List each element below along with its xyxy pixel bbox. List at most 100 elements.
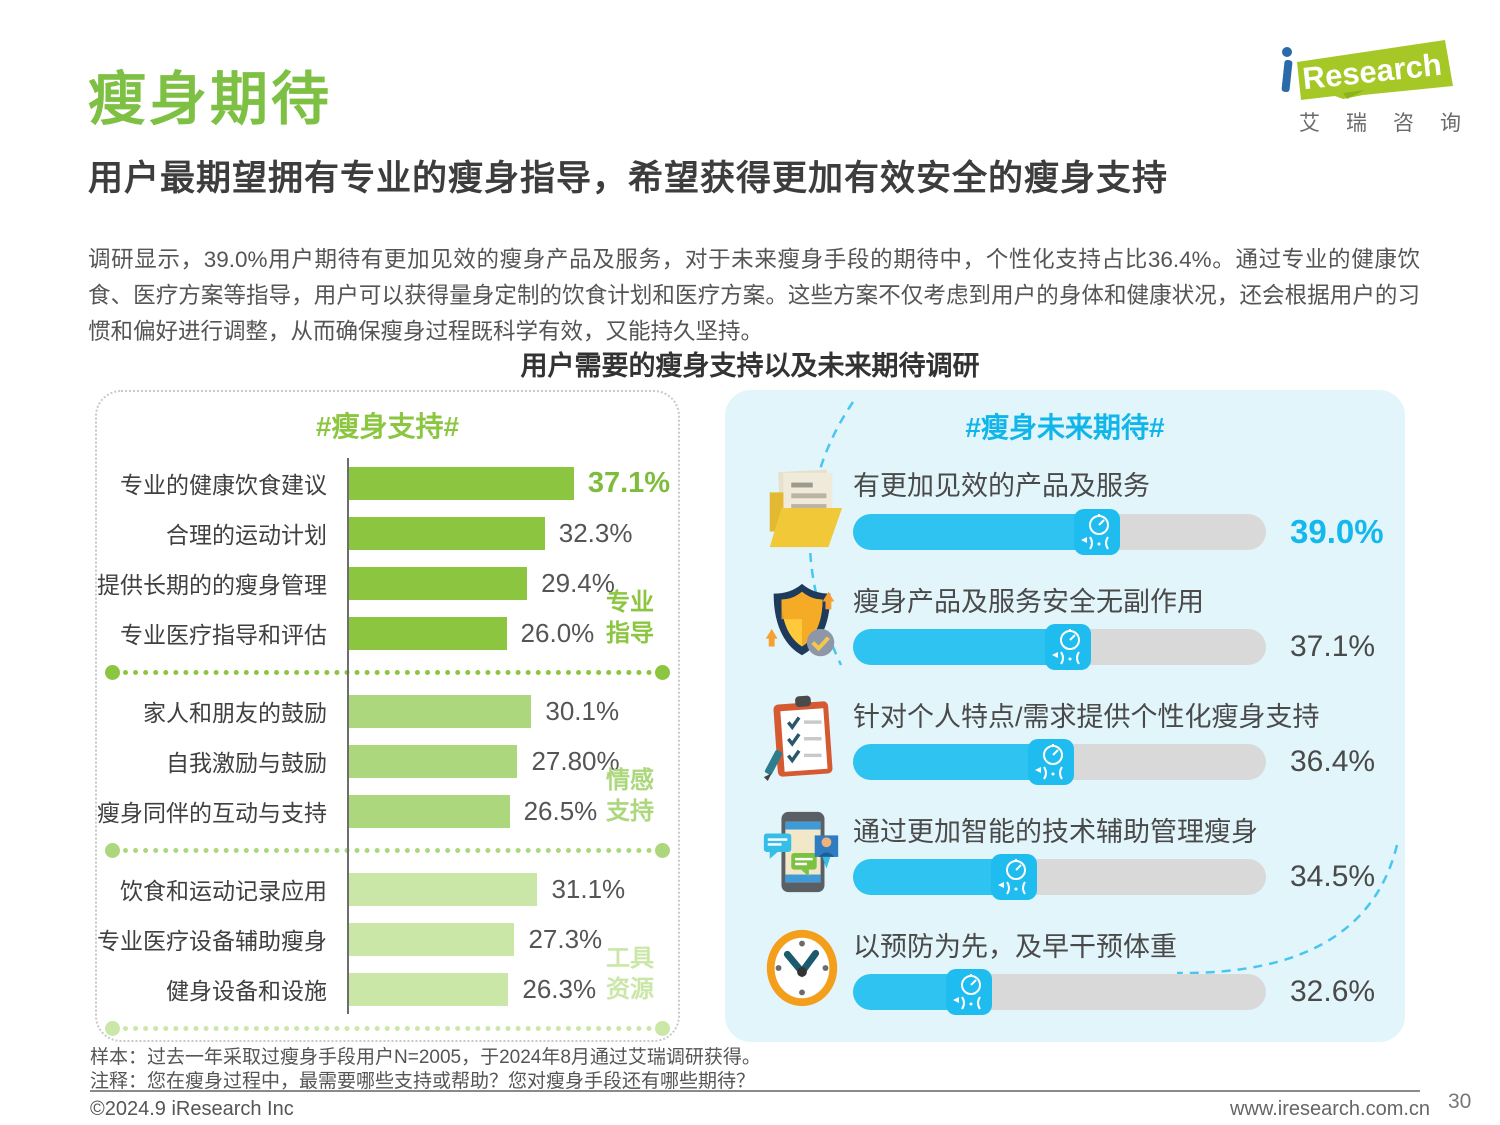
logo-i-dot	[1282, 47, 1292, 57]
bar-label: 合理的运动计划	[166, 522, 327, 548]
progress-track	[853, 509, 1266, 555]
expectation-label: 以预防为先，及早干预体重	[853, 932, 1177, 962]
chart-axis-line	[347, 458, 349, 1014]
page-subtitle: 用户最期望拥有专业的瘦身指导，希望获得更加有效安全的瘦身支持	[88, 159, 1169, 198]
logo-i-stem	[1281, 59, 1293, 93]
bar-label: 专业的健康饮食建议	[120, 472, 327, 498]
bar-value: 26.0%	[520, 617, 595, 648]
clock-icon	[751, 922, 853, 1014]
checklist-clipboard-icon	[751, 692, 853, 784]
expectation-item: 通过更加智能的技术辅助管理瘦身	[725, 795, 1405, 910]
bar-label: 专业医疗指导和评估	[120, 622, 327, 648]
scale-stopwatch-icon	[1044, 624, 1091, 670]
bar-row: 提供长期的的瘦身管理 29.4%	[97, 558, 678, 608]
expectation-label: 针对个人特点/需求提供个性化瘦身支持	[853, 702, 1320, 732]
support-chart-header: #瘦身支持#	[315, 411, 460, 442]
logo-chinese-name: 艾瑞咨询	[1299, 112, 1487, 135]
footer-divider	[90, 1090, 1420, 1092]
bar-row: 专业医疗指导和评估 26.0%	[97, 608, 678, 658]
progress-track	[853, 854, 1266, 900]
logo-flag-shape	[1297, 40, 1453, 100]
expectation-value: 34.5%	[1290, 860, 1376, 893]
progress-fill	[853, 509, 1120, 555]
bar-row: 饮食和运动记录应用 31.1%	[97, 864, 678, 914]
chart-title: 用户需要的瘦身支持以及未来期待调研	[520, 351, 980, 381]
bar-value: 30.1%	[545, 695, 620, 726]
group-divider	[97, 836, 678, 864]
future-chart-header: #瘦身未来期待#	[965, 412, 1165, 443]
logo-flag-tail	[1343, 90, 1365, 99]
expectation-value: 39.0%	[1290, 513, 1384, 550]
support-chart-panel: #瘦身支持# 专业的健康饮食建议 37.1% 合理的运动计划 32.3% 提供长…	[95, 390, 680, 1042]
survey-question-note: 注释：您在瘦身过程中，最需要哪些支持或帮助？您对瘦身手段还有哪些期待？	[90, 1071, 756, 1092]
expectation-label: 瘦身产品及服务安全无副作用	[853, 587, 1204, 617]
bar-value: 37.1%	[587, 466, 671, 499]
group-label-professional-guidance: 专业 指导	[606, 589, 654, 647]
expectation-item: 针对个人特点/需求提供个性化瘦身支持	[725, 680, 1405, 795]
bar-value: 27.3%	[528, 923, 603, 954]
scale-stopwatch-icon	[1073, 509, 1120, 555]
progress-fill	[853, 739, 1075, 785]
progress-track	[853, 739, 1266, 785]
bar-label: 瘦身同伴的互动与支持	[97, 800, 327, 826]
bar-row: 家人和朋友的鼓励 30.1%	[97, 686, 678, 736]
bar-label: 专业医疗设备辅助瘦身	[97, 928, 327, 954]
expectation-value: 37.1%	[1290, 630, 1376, 663]
bar	[349, 466, 574, 500]
progress-fill	[853, 969, 992, 1015]
smartphone-chat-icon	[751, 807, 853, 899]
bar-label: 提供长期的的瘦身管理	[97, 572, 327, 598]
scale-stopwatch-icon	[991, 854, 1038, 900]
bar-value: 32.3%	[558, 517, 633, 548]
bar-value: 26.5%	[523, 795, 598, 826]
progress-fill	[853, 624, 1091, 670]
bar	[349, 744, 518, 778]
progress-fill	[853, 854, 1038, 900]
bar-label: 家人和朋友的鼓励	[143, 700, 327, 726]
scale-stopwatch-icon	[945, 969, 992, 1015]
bar	[349, 922, 515, 956]
bar	[349, 694, 532, 728]
copyright-text: ©2024.9 iResearch Inc	[90, 1098, 294, 1120]
bar-row: 自我激励与鼓励 27.80%	[97, 736, 678, 786]
group-divider	[97, 1014, 678, 1042]
bar-row: 专业医疗设备辅助瘦身 27.3%	[97, 914, 678, 964]
page-number: 30	[1448, 1090, 1472, 1113]
bar-value: 31.1%	[551, 873, 626, 904]
expectation-value: 36.4%	[1290, 745, 1376, 778]
bar-row: 合理的运动计划 32.3%	[97, 508, 678, 558]
website-link[interactable]: www.iresearch.com.cn	[1230, 1098, 1431, 1120]
expectation-label: 有更加见效的产品及服务	[853, 471, 1150, 501]
bar	[349, 794, 510, 828]
scale-stopwatch-icon	[1028, 739, 1075, 785]
bar	[349, 566, 528, 600]
bar-value: 26.3%	[522, 973, 597, 1004]
bar-label: 自我激励与鼓励	[166, 750, 327, 776]
bar	[349, 616, 507, 650]
bar-row: 健身设备和设施 26.3%	[97, 964, 678, 1014]
iresearch-logo-mark: Research	[1281, 40, 1453, 100]
group-label-emotional-support: 情感 支持	[606, 767, 654, 825]
shield-check-icon	[751, 577, 853, 669]
expectation-item: 有更加见效的产品及服务	[725, 450, 1405, 565]
bar-value: 27.80%	[531, 745, 620, 776]
expectation-item: 以预防为先，及早干预体重	[725, 910, 1405, 1025]
bar-row: 瘦身同伴的互动与支持 26.5%	[97, 786, 678, 836]
bar-row: 专业的健康饮食建议 37.1%	[97, 458, 678, 508]
group-label-tools-resources: 工具 资源	[606, 945, 654, 1003]
iresearch-logo: Research 艾瑞咨询	[1273, 38, 1487, 137]
sample-note: 样本：过去一年采取过瘦身手段用户N=2005，于2024年8月通过艾瑞调研获得。	[90, 1047, 761, 1068]
progress-track	[853, 624, 1266, 670]
expectation-value: 32.6%	[1290, 975, 1376, 1008]
bar-label: 健身设备和设施	[166, 978, 327, 1004]
page-title: 瘦身期待	[88, 67, 333, 132]
future-expectations-panel: #瘦身未来期待# 有更加见效的产品及服务	[725, 390, 1405, 1042]
support-bar-chart: 专业的健康饮食建议 37.1% 合理的运动计划 32.3% 提供长期的的瘦身管理…	[97, 458, 678, 1042]
folder-documents-icon	[751, 462, 853, 554]
intro-paragraph: 调研显示，39.0%用户期待有更加见效的瘦身产品及服务，对于未来瘦身手段的期待中…	[88, 247, 1420, 344]
bar-label: 饮食和运动记录应用	[120, 878, 327, 904]
bar	[349, 972, 509, 1006]
expectation-item: 瘦身产品及服务安全无副作用	[725, 565, 1405, 680]
group-divider	[97, 658, 678, 686]
bar	[349, 872, 538, 906]
